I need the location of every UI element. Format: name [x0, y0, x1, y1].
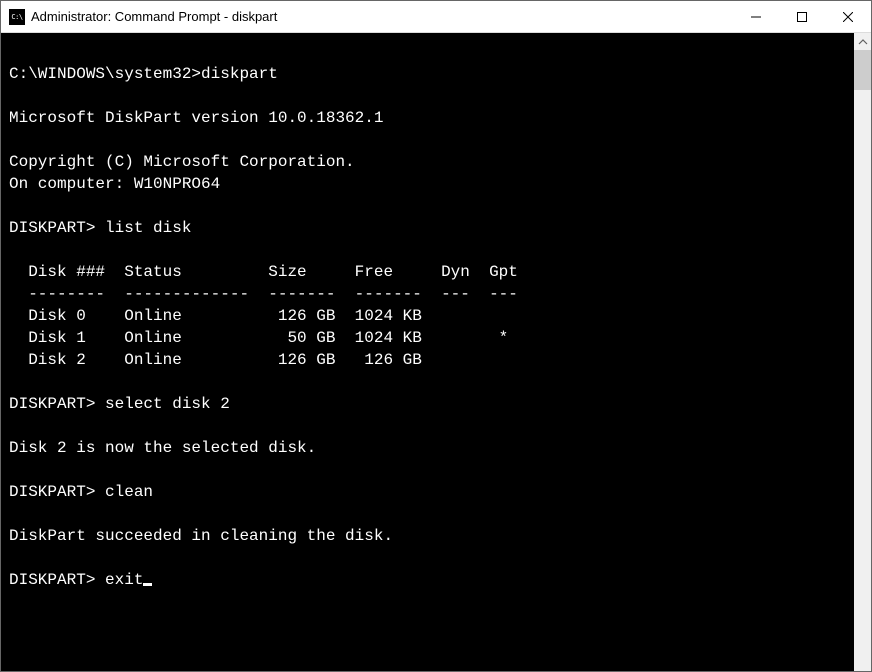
- terminal-line: [9, 371, 854, 393]
- terminal-line: Disk 1 Online 50 GB 1024 KB *: [9, 327, 854, 349]
- terminal-line: Copyright (C) Microsoft Corporation.: [9, 151, 854, 173]
- terminal-line: [9, 459, 854, 481]
- terminal-line: [9, 129, 854, 151]
- text-cursor: [143, 583, 152, 586]
- terminal-line: DISKPART> select disk 2: [9, 393, 854, 415]
- terminal-line: [9, 41, 854, 63]
- minimize-button[interactable]: [733, 1, 779, 33]
- scroll-thumb[interactable]: [854, 50, 871, 90]
- terminal-line: Disk 2 Online 126 GB 126 GB: [9, 349, 854, 371]
- terminal-line: DISKPART> clean: [9, 481, 854, 503]
- scroll-up-arrow[interactable]: [854, 33, 871, 50]
- minimize-icon: [751, 12, 761, 22]
- terminal-line: Microsoft DiskPart version 10.0.18362.1: [9, 107, 854, 129]
- terminal-line: C:\WINDOWS\system32>diskpart: [9, 63, 854, 85]
- vertical-scrollbar[interactable]: [854, 33, 871, 671]
- terminal-line: [9, 547, 854, 569]
- terminal-output[interactable]: C:\WINDOWS\system32>diskpart Microsoft Di…: [1, 33, 854, 671]
- terminal-line: DiskPart succeeded in cleaning the disk.: [9, 525, 854, 547]
- terminal-line: Disk 0 Online 126 GB 1024 KB: [9, 305, 854, 327]
- titlebar[interactable]: C:\ Administrator: Command Prompt - disk…: [1, 1, 871, 33]
- terminal-line: -------- ------------- ------- ------- -…: [9, 283, 854, 305]
- maximize-icon: [797, 12, 807, 22]
- close-icon: [843, 12, 853, 22]
- window-title: Administrator: Command Prompt - diskpart: [31, 9, 277, 24]
- close-button[interactable]: [825, 1, 871, 33]
- terminal-line: [9, 239, 854, 261]
- terminal-line: [9, 503, 854, 525]
- terminal-line: DISKPART> list disk: [9, 217, 854, 239]
- chevron-up-icon: [858, 37, 868, 47]
- terminal-line: [9, 415, 854, 437]
- terminal-line: DISKPART> exit: [9, 569, 854, 591]
- terminal-line: On computer: W10NPRO64: [9, 173, 854, 195]
- terminal-line: [9, 195, 854, 217]
- terminal-line: Disk ### Status Size Free Dyn Gpt: [9, 261, 854, 283]
- cmd-icon: C:\: [9, 9, 25, 25]
- terminal-line: Disk 2 is now the selected disk.: [9, 437, 854, 459]
- command-prompt-window: C:\ Administrator: Command Prompt - disk…: [0, 0, 872, 672]
- maximize-button[interactable]: [779, 1, 825, 33]
- terminal-line: [9, 85, 854, 107]
- content-area: C:\WINDOWS\system32>diskpart Microsoft Di…: [1, 33, 871, 671]
